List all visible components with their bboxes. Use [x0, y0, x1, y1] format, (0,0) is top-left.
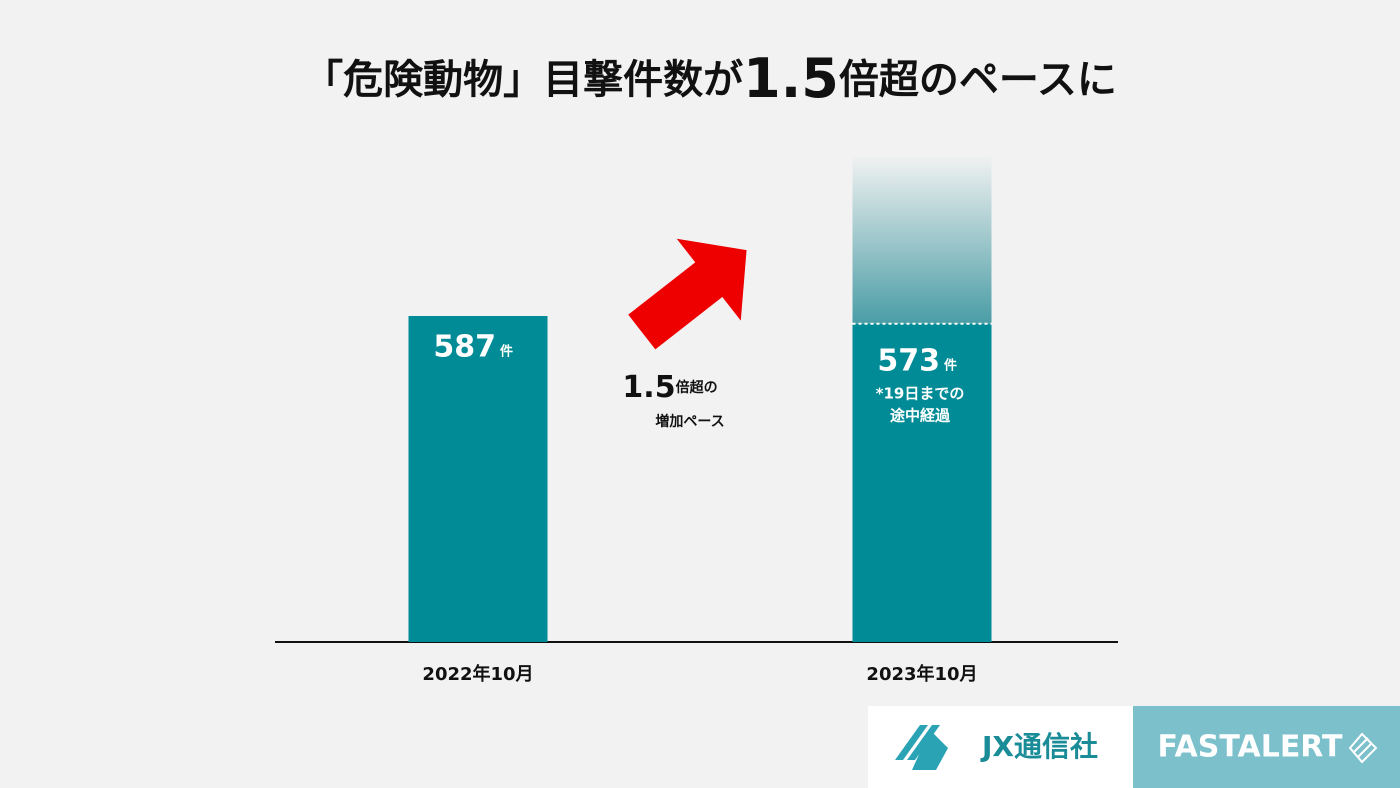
annotation: 1.5倍超の: [622, 370, 717, 405]
annotation-caption: 増加ペース: [655, 413, 724, 430]
projection: [852, 155, 992, 324]
bar-note: 途中経過: [890, 406, 951, 424]
bar: [408, 316, 548, 642]
chart-title: 「危険動物」目撃件数が1.5倍超のペースに: [303, 47, 1117, 110]
data-unit: 件: [944, 357, 957, 373]
bar: [852, 323, 992, 642]
increase-arrow: [628, 238, 747, 350]
logo-text: JX通信社: [980, 730, 1098, 763]
logo-box: [1133, 706, 1400, 788]
bar-note: *19日までの: [876, 384, 965, 402]
x-tick-label: 2022年10月: [422, 663, 533, 685]
logo-icon: [1348, 732, 1378, 764]
logo-text: FASTALERT: [1157, 730, 1343, 765]
data-label: 587: [433, 330, 496, 365]
logo-icon: [895, 725, 948, 770]
data-label: 573: [877, 343, 940, 378]
data-unit: 件: [500, 344, 513, 360]
x-tick-label: 2023年10月: [866, 663, 977, 685]
